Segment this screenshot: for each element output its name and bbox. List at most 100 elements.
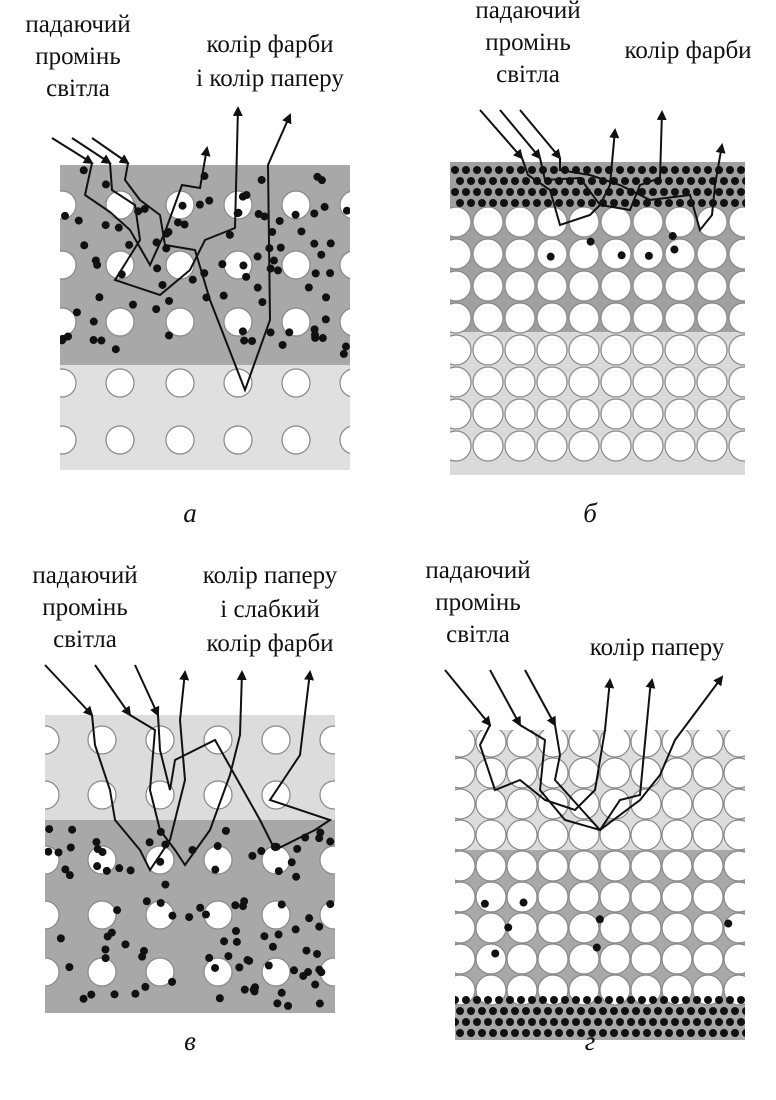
ink-dot [671,996,679,1004]
ink-dot [80,995,88,1003]
pigment-particle [88,958,116,986]
pigment-particle [600,758,630,788]
pigment-particle [445,789,475,819]
incident-label: падаючий [475,0,580,24]
pigment-particle [445,913,475,943]
pigment-particle [537,271,567,301]
ink-dot [326,269,334,277]
ink-dot [561,1018,569,1026]
ink-dot [539,996,547,1004]
pigment-particle [601,239,631,269]
ink-dot [489,1007,497,1015]
reflected-label: колір фарби [624,37,751,64]
ink-dot [621,1029,629,1037]
ink-dot [660,1018,668,1026]
pigment-particle [631,851,661,881]
pigment-particle [473,271,503,301]
ink-dot [80,166,88,174]
ink-dot [506,188,514,196]
pigment-particle [505,303,535,333]
ink-dot [94,845,102,853]
pigment-particle [631,820,661,850]
ink-dot [279,341,287,349]
pigment-particle [441,399,471,429]
ink-dot [720,1029,728,1037]
pigment-particle [601,399,631,429]
ink-dot [267,328,275,336]
ink-dot [528,996,536,1004]
ink-dot [326,900,334,908]
incident-label: промінь [35,43,120,70]
ink-dot [138,953,146,961]
ink-dot [550,166,558,174]
ink-dot [671,166,679,174]
ink-dot [270,257,278,265]
ink-dot [621,177,629,185]
pigment-particle [569,335,599,365]
ink-dot [478,1007,486,1015]
ink-dot [676,1029,684,1037]
ink-dot [665,1007,673,1015]
ink-dot [698,1007,706,1015]
ink-dot [196,201,204,209]
ink-dot [66,871,74,879]
ink-dot [726,996,734,1004]
pigment-particle [729,303,759,333]
ink-dot [682,166,690,174]
pigment-particle [538,851,568,881]
pigment-particle [697,431,727,461]
ink-dot [64,333,72,341]
ink-dot [698,1029,706,1037]
ink-dot [239,262,247,270]
pigment-particle [569,882,599,912]
ink-dot [258,298,266,306]
ink-dot [704,166,712,174]
ink-dot [467,177,475,185]
ink-dot [456,199,464,207]
pigment-particle [262,726,290,754]
pigment-particle [476,851,506,881]
ink-dot [121,940,129,948]
ink-dot [467,1007,475,1015]
ink-dot [517,166,525,174]
ink-dot [599,1007,607,1015]
ink-dot [495,1018,503,1026]
ink-dot [248,337,256,345]
pigment-particle [166,369,194,397]
ink-dot [506,1018,514,1026]
ink-dot [682,1018,690,1026]
pigment-particle [204,781,232,809]
pigment-particle [441,367,471,397]
incident-arrow [135,665,158,715]
pigment-particle [48,426,76,454]
pigment-particle [320,846,348,874]
ink-dot [566,1029,574,1037]
pigment-particle [724,913,754,943]
pigment-particle [445,851,475,881]
pigment-particle [631,758,661,788]
pigment-particle [729,335,759,365]
ink-dot [90,336,98,344]
ink-dot [284,1002,292,1010]
ink-dot [610,1007,618,1015]
ink-dot [671,1018,679,1026]
pigment-particle [166,426,194,454]
pigment-particle [505,399,535,429]
ink-dot [484,1018,492,1026]
pigment-particle [569,303,599,333]
ink-dot [720,1007,728,1015]
ink-dot [594,188,602,196]
pigment-particle [665,399,695,429]
ink-dot [141,983,149,991]
pigment-particle [665,207,695,237]
ink-dot [704,188,712,196]
ink-dot [168,912,176,920]
incident-label: промінь [42,594,127,621]
incident-arrow [525,670,555,725]
pigment-particle [48,369,76,397]
pigment-particle [441,303,471,333]
pigment-particle [106,369,134,397]
ink-dot [638,1018,646,1026]
ink-dot [481,900,489,908]
ink-dot [547,253,555,261]
